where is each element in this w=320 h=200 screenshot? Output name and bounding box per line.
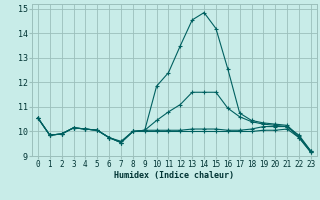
X-axis label: Humidex (Indice chaleur): Humidex (Indice chaleur) <box>115 171 234 180</box>
